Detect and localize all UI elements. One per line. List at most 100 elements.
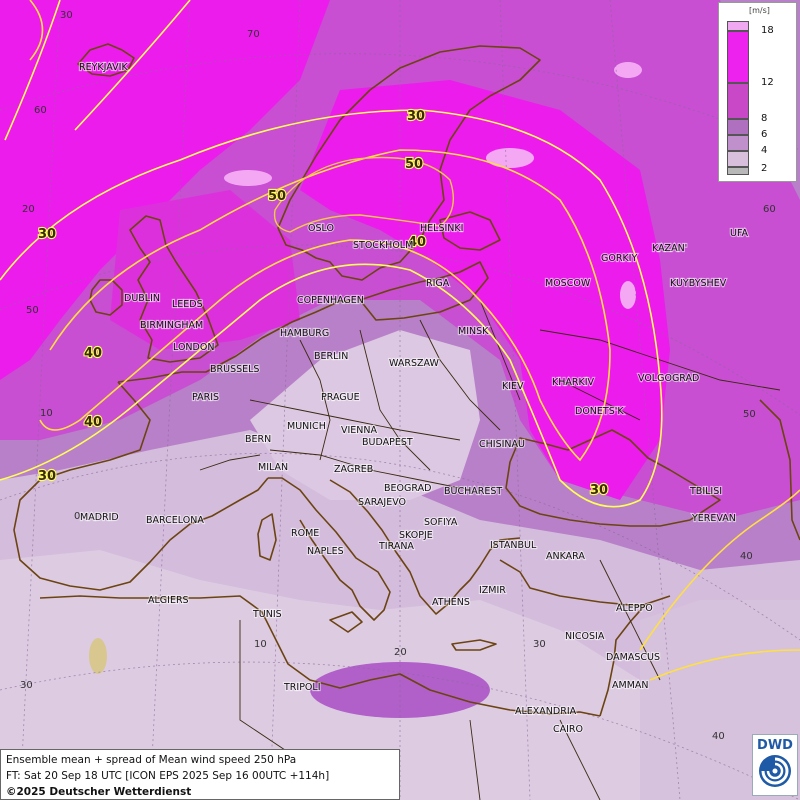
grid-label: 70 (247, 29, 260, 40)
legend-swatch-above-18 (727, 21, 749, 31)
city-ankara: ANKARA (546, 551, 585, 562)
caption-title: Ensemble mean + spread of Mean wind spee… (6, 754, 297, 766)
caption-copyright: ©2025 Deutscher Wetterdienst (6, 786, 192, 798)
finland-coast (439, 211, 501, 251)
city-amman: AMMAN (612, 680, 649, 691)
grid-label: 50 (743, 409, 756, 420)
legend-tick: 2 (761, 163, 768, 174)
city-leeds: LEEDS (172, 299, 203, 310)
isotach-label: 40 (84, 415, 102, 430)
city-tunis: TUNIS (252, 609, 282, 620)
city-kharkiv: KHARKIV (552, 377, 595, 388)
city-yerevan: YEREVAN (691, 513, 736, 524)
caption-forecast-time: FT: Sat 20 Sep 18 UTC [ICON EPS 2025 Sep… (6, 770, 330, 782)
grid-label: 10 (40, 408, 53, 419)
legend-unit: [m/s] (749, 6, 770, 15)
city-reykjavik: REYKJAVIK (79, 62, 128, 73)
city-cairo: CAIRO (553, 724, 583, 735)
city-paris: PARIS (192, 392, 219, 403)
city-vienna: VIENNA (341, 425, 378, 436)
city-chisinau: CHISINAU (479, 439, 525, 450)
isotach-label: 30 (590, 483, 608, 498)
city-london: LONDON (173, 342, 214, 353)
city-berlin: BERLIN (314, 351, 348, 362)
city-barcelona: BARCELONA (146, 515, 204, 526)
isotach-30-north (74, 0, 191, 131)
legend-tick: 8 (761, 113, 768, 124)
ireland-coast (89, 279, 123, 316)
grid-label: 30 (533, 639, 546, 650)
grid-label: 60 (34, 105, 47, 116)
isotach-label: 40 (408, 235, 426, 250)
city-istanbul: ISTANBUL (490, 540, 537, 551)
city-aleppo: ALEPPO (616, 603, 653, 614)
weak-wind-field-south (0, 550, 640, 800)
grid-label: 0 (74, 511, 80, 522)
baltic-coast (359, 261, 489, 321)
city-nicosia: NICOSIA (565, 631, 605, 642)
legend-swatch-below-2 (727, 167, 749, 175)
city-donetsk: DONETS'K (575, 406, 624, 417)
city-algiers: ALGIERS (148, 595, 189, 606)
city-tbilisi: TBILISI (689, 486, 722, 497)
isotach-label: 50 (405, 157, 423, 172)
isotach-label: 30 (407, 109, 425, 124)
western-europe-coast (117, 299, 353, 383)
sicily-coast (329, 611, 363, 633)
city-gorkiy: GORKIY (601, 253, 637, 264)
caspian-coast (759, 399, 800, 541)
legend-tick: 18 (761, 25, 774, 36)
city-naples: NAPLES (307, 546, 344, 557)
city-kazan: KAZAN' (652, 243, 687, 254)
city-prague: PRAGUE (321, 392, 360, 403)
isotach-label: 30 (38, 227, 56, 242)
dwd-logo-text: DWD (757, 738, 793, 753)
jet-max-russia (620, 281, 636, 309)
jet-max-finland (486, 148, 534, 168)
balkan-coast (329, 479, 521, 615)
britain-coast (129, 215, 219, 363)
borders (199, 299, 781, 800)
isotach-30-mideast (639, 489, 800, 651)
city-riga: RIGA (426, 278, 450, 289)
grid-label: 60 (763, 204, 776, 215)
city-minsk: MINSK (458, 326, 489, 337)
city-tirana: TIRANA (378, 541, 414, 552)
grid-label: 20 (22, 204, 35, 215)
coastlines (13, 43, 800, 717)
city-stockholm: STOCKHOLM (353, 240, 413, 251)
legend-tick: 6 (761, 129, 768, 140)
jet-max-north-sea (224, 170, 272, 186)
city-kiev: KIEV (502, 381, 524, 392)
city-brussels: BRUSSELS (210, 364, 259, 375)
weak-wind-field (250, 330, 480, 500)
north-africa-coast (39, 595, 601, 717)
city-damascus: DAMASCUS (606, 652, 660, 663)
city-skopje: SKOPJE (399, 530, 433, 541)
grid-label: 20 (394, 647, 407, 658)
scandinavia-coast (277, 45, 541, 281)
city-izmir: IZMIR (479, 585, 506, 596)
grid-label: 30 (20, 680, 33, 691)
city-sarajevo: SARAJEVO (358, 497, 406, 508)
grid-label: 10 (254, 639, 267, 650)
city-copenhagen: COPENHAGEN (297, 295, 364, 306)
city-helsinki: HELSINKI (420, 223, 463, 234)
city-budapest: BUDAPEST (362, 437, 413, 448)
isotach-30-atlantic (4, 0, 61, 141)
legend-swatch-12-18 (727, 31, 749, 83)
levant-coast (599, 603, 647, 717)
city-warszaw: WARSZAW (389, 358, 439, 369)
color-legend: [m/s] 18 12 8 6 4 2 (718, 2, 797, 182)
legend-tick: 12 (761, 77, 774, 88)
sardinia-coast (257, 513, 277, 561)
dwd-swirl-icon (759, 755, 791, 787)
iceland-coast (77, 43, 135, 77)
dwd-logo: DWD (752, 734, 798, 796)
legend-swatch-8-12 (727, 83, 749, 119)
city-tripoli: TRIPOLI (283, 682, 321, 693)
city-kuybyshev: KUYBYSHEV (670, 278, 727, 289)
isotach-label: 40 (84, 346, 102, 361)
